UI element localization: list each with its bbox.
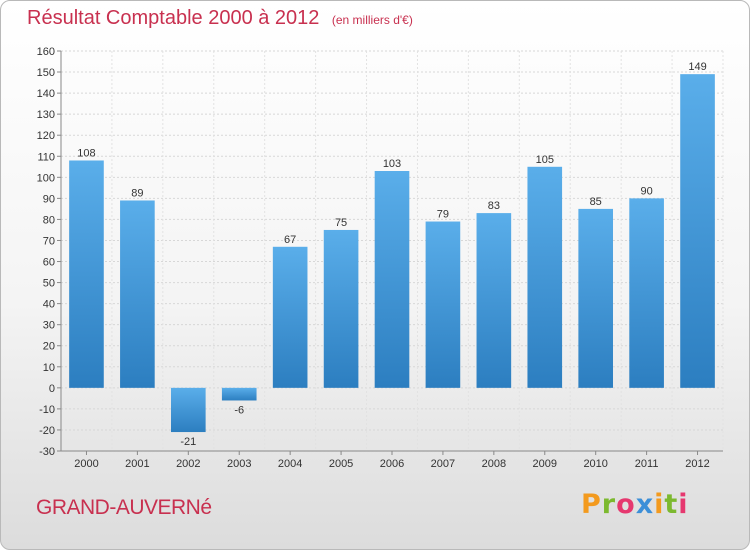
bar-2005 (323, 229, 359, 388)
data-label-2001: 89 (131, 187, 143, 199)
y-tick-label: 90 (43, 193, 55, 205)
data-label-2007: 79 (437, 209, 449, 221)
logo-letter: o (616, 489, 636, 520)
data-label-2011: 90 (640, 185, 652, 197)
x-tick-label-2006: 2006 (380, 458, 404, 470)
x-tick-label-2001: 2001 (125, 458, 149, 470)
y-tick-label: 110 (37, 151, 55, 163)
y-axis-ticks: -30 -20 -10 0 10 20 30 40 50 60 70 80 90 100 110 120 130… (37, 46, 61, 458)
data-label-2004: 67 (284, 234, 296, 246)
bar-2006 (374, 171, 410, 388)
y-tick-label: 0 (49, 383, 55, 395)
y-tick-label: 60 (43, 257, 55, 269)
x-tick-label-2010: 2010 (583, 458, 607, 470)
logo-letter: r (601, 489, 617, 520)
y-tick-label: 40 (43, 299, 55, 311)
chart-title: Résultat Comptable 2000 à 2012 (en milli… (27, 7, 413, 30)
x-tick-label-2009: 2009 (533, 458, 557, 470)
data-label-2000: 108 (77, 147, 95, 159)
bar-2001 (120, 200, 155, 388)
proxiti-logo: Proxiti (581, 489, 689, 520)
y-tick-label: 10 (43, 362, 55, 374)
y-tick-label: 30 (43, 320, 55, 332)
bar-2002 (170, 387, 206, 433)
x-tick-label-2011: 2011 (635, 458, 659, 470)
x-tick-label-2007: 2007 (431, 458, 455, 470)
bar-2008 (476, 213, 512, 388)
chart-title-unit: (en milliers d'€) (331, 13, 413, 27)
y-tick-label: 70 (43, 235, 55, 247)
data-label-2006: 103 (383, 158, 401, 170)
x-tick-label-2000: 2000 (74, 458, 98, 470)
bar-2012 (680, 74, 715, 388)
bar-2007 (425, 221, 461, 388)
bar-2009 (527, 166, 563, 388)
logo-letter: P (581, 489, 602, 520)
bar-2011 (629, 198, 664, 388)
data-label-2012: 149 (688, 61, 706, 73)
commune-name: GRAND-AUVERNé (36, 496, 212, 519)
data-labels: 108 89 -21 -6 67 75 103 79 83 105 85 90 149 (77, 61, 706, 448)
y-tick-label: -20 (39, 425, 55, 437)
data-label-2002: -21 (180, 436, 196, 448)
x-tick-label-2012: 2012 (685, 458, 709, 470)
bar-2000 (69, 160, 104, 388)
bars (69, 74, 715, 433)
chart-title-main: Résultat Comptable 2000 à 2012 (27, 7, 320, 29)
logo-letter: t (664, 489, 679, 520)
y-tick-label: -30 (39, 446, 55, 458)
data-label-2005: 75 (335, 217, 347, 229)
logo-letter: x (635, 489, 655, 520)
data-label-2010: 85 (590, 196, 602, 208)
data-label-2008: 83 (488, 200, 500, 212)
y-tick-label: 150 (37, 67, 55, 79)
x-tick-label-2003: 2003 (227, 458, 251, 470)
grid-lines (60, 50, 724, 452)
y-tick-label: 20 (43, 341, 55, 353)
y-tick-label: 100 (37, 172, 55, 184)
x-tick-label-2005: 2005 (329, 458, 353, 470)
y-tick-label: 160 (37, 46, 55, 58)
x-tick-label-2002: 2002 (176, 458, 200, 470)
data-label-2003: -6 (234, 404, 244, 416)
y-tick-label: 80 (43, 214, 55, 226)
bar-2010 (578, 208, 614, 388)
x-tick-label-2008: 2008 (482, 458, 506, 470)
y-tick-label: 50 (43, 278, 55, 290)
y-tick-label: 140 (37, 88, 55, 100)
bar-2003 (221, 387, 257, 401)
x-tick-label-2004: 2004 (278, 458, 302, 470)
bar-2004 (272, 246, 308, 388)
data-label-2009: 105 (536, 154, 554, 166)
x-axis-ticks: 2000 2001 2002 2003 2004 2005 2006 2007 2008 2009… (74, 451, 710, 470)
y-tick-label: 130 (37, 109, 55, 121)
logo-letter: i (654, 489, 665, 520)
logo-letter: i (678, 489, 689, 520)
y-tick-label: 120 (37, 130, 55, 142)
y-tick-label: -10 (39, 404, 55, 416)
